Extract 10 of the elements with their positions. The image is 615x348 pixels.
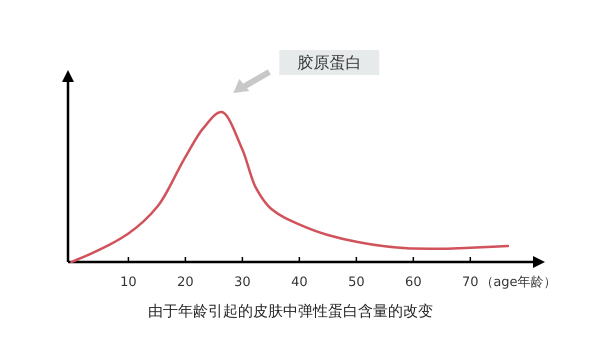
x-tick-label: 70 xyxy=(462,275,479,290)
x-tick-label: 10 xyxy=(120,275,137,290)
x-tick-label: 30 xyxy=(234,275,251,290)
x-tick-label: 60 xyxy=(405,275,422,290)
x-tick-label: 20 xyxy=(177,275,194,290)
x-tick-label: 40 xyxy=(291,275,308,290)
text: 由于年龄引起的皮肤中弹性蛋白含量的改变 xyxy=(148,302,433,320)
text: 胶原蛋白 xyxy=(297,53,362,72)
x-tick-label: 50 xyxy=(348,275,365,290)
x-axis-title: （age年龄） xyxy=(480,275,557,290)
